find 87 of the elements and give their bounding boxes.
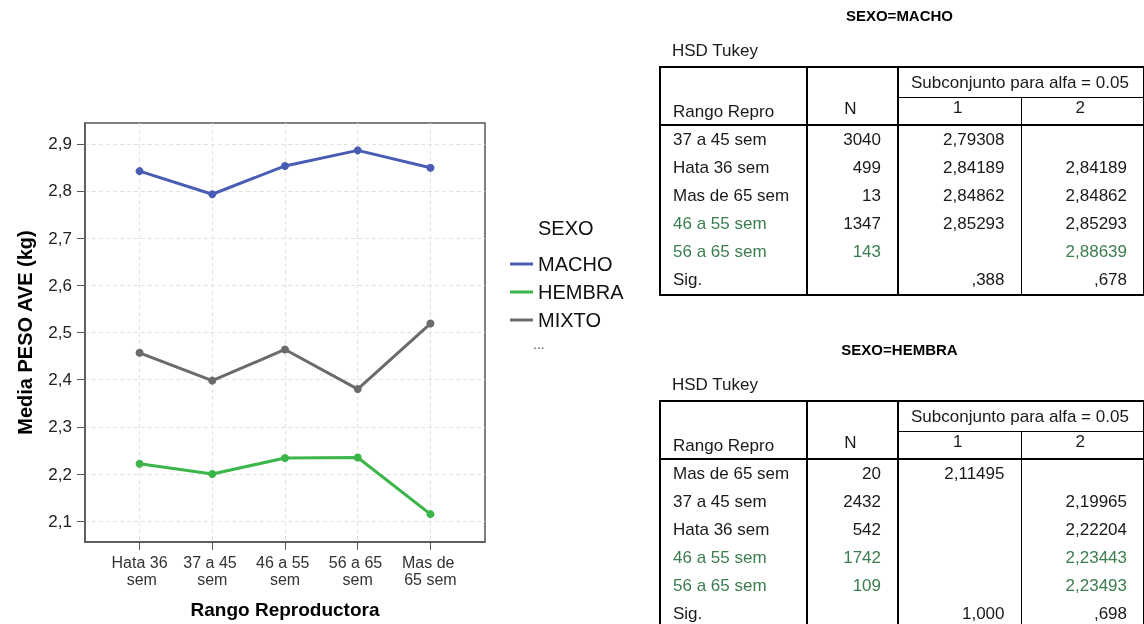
point [426,510,435,519]
point [135,167,144,176]
text: ,388 [971,270,1005,289]
x-tick-label: Hata 36 sem [111,554,168,588]
text: Hata 36 sem [673,158,770,177]
y-tick-label: 2,3 [48,417,72,437]
text: ,678 [1093,270,1127,289]
text: 2,79308 [943,130,1005,149]
y-tick-label: 2,8 [48,181,72,201]
category-label: 1 [898,431,1021,459]
point [426,163,435,172]
text: 13 [862,186,881,205]
text: 1,000 [961,604,1005,623]
text: 499 [852,158,881,177]
text: Subconjunto para alfa = 0.05 [898,401,1144,432]
legend-title: SEXO [538,217,594,239]
legend-label: MIXTO [538,309,601,331]
text: 37 a 45 sem [673,492,767,511]
text: 1742 [843,548,881,567]
text: 56 a 65 sem [673,242,767,261]
text: 46 a 55 sem [673,214,767,233]
text: ... [533,336,545,352]
text: 37 a 45 sem [673,130,767,149]
text: Subconjunto para alfa = 0.05 [898,67,1144,98]
x-tick-label: Mas de 65 sem [401,554,459,588]
category-label: 2 [1021,431,1144,459]
text: 143 [852,242,881,261]
y-tick-label: 2,4 [48,370,72,390]
point [353,146,362,155]
point [135,348,144,357]
text: 2,84862 [1065,186,1127,205]
y-tick-label: 2,5 [48,323,72,342]
category-label: N [807,67,898,125]
text: 2,84189 [943,158,1005,177]
point [426,319,435,328]
text: Mas de 65 sem [673,464,790,483]
text: Mas de 65 sem [673,186,790,205]
x-tick-label: 46 a 55 sem [256,554,314,588]
text: 20 [862,464,881,483]
text: 109 [852,576,881,595]
y-tick-label: 2,9 [48,134,72,154]
point [208,470,217,479]
x-tick-label: 56 a 65 sem [328,554,387,588]
y-tick-label: 2,2 [48,464,72,484]
text: 2,19965 [1065,492,1127,511]
text: 1347 [843,214,881,233]
category-label: 1 [898,97,1021,125]
x-axis-title: Rango Reproductora [190,599,380,620]
text: 2432 [843,492,881,511]
text: 2,88639 [1065,242,1127,261]
point [208,376,217,385]
text: HSD Tukey [672,375,758,395]
text: 2,23493 [1065,576,1127,595]
text: HSD Tukey [672,41,758,61]
y-axis-title: Media PESO AVE (kg) [14,230,36,435]
text: 2,84862 [943,186,1005,205]
point [281,161,289,170]
legend-label: HEMBRA [538,281,625,303]
text: 2,84189 [1065,158,1127,177]
y-tick-label: 2,7 [48,228,72,248]
text: SEXO=MACHO [844,7,955,25]
legend-label: MACHO [538,253,613,275]
category-label: Rango Repro [660,67,807,125]
text: SEXO=HEMBRA [840,341,959,359]
text: 2,85293 [943,214,1005,233]
point [353,453,362,462]
point [281,345,289,354]
text: 2,22204 [1065,520,1127,539]
point [135,459,144,468]
text: 3040 [843,130,881,149]
point [353,385,362,394]
point [281,454,289,463]
text: Hata 36 sem [673,520,770,539]
text: 2,85293 [1065,214,1127,233]
text: Sig. [673,604,703,623]
text: 2,11495 [944,464,1005,483]
text: ,698 [1093,604,1127,623]
category-label: Rango Repro [660,401,807,459]
text: Sig. [673,270,703,289]
category-label: N [807,401,898,459]
text: 2,23443 [1065,548,1127,567]
x-tick-label: 37 a 45 sem [183,554,242,588]
y-tick-label: 2,1 [48,511,72,531]
text: 542 [852,520,881,539]
category-label: 2 [1021,97,1144,125]
y-tick-label: 2,6 [48,275,72,295]
point [208,190,217,199]
